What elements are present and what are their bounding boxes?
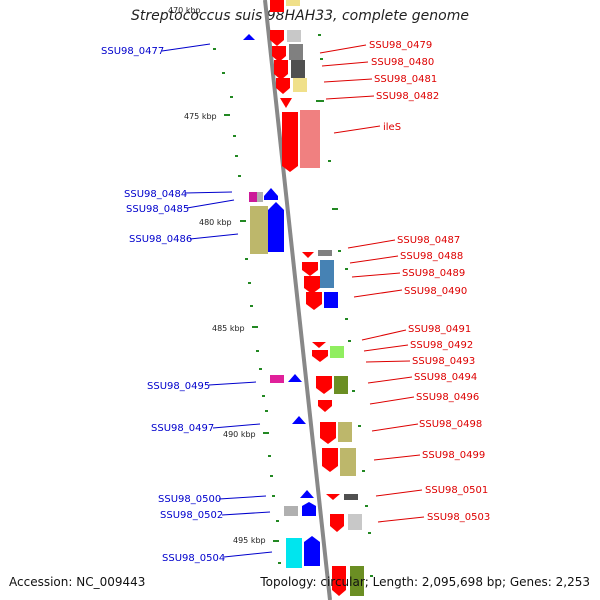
gene-label[interactable]: SSU98_0497 <box>151 423 214 434</box>
gene-label[interactable]: SSU98_0482 <box>376 91 439 102</box>
gene-label[interactable]: SSU98_0491 <box>408 324 471 335</box>
gene-label[interactable]: SSU98_0492 <box>410 340 473 351</box>
kbp-label: 490 kbp <box>223 430 256 439</box>
gene-label[interactable]: SSU98_0486 <box>129 234 192 245</box>
backbone-line <box>263 0 332 600</box>
gene-label[interactable]: SSU98_0487 <box>397 235 460 246</box>
kbp-label: 485 kbp <box>212 324 245 333</box>
gene-label[interactable]: SSU98_0498 <box>419 419 482 430</box>
topology-summary: Topology: circular; Length: 2,095,698 bp… <box>260 575 590 589</box>
left-leaders <box>161 43 273 558</box>
gene-label[interactable]: SSU98_0485 <box>126 204 189 215</box>
gene-label[interactable]: SSU98_0494 <box>414 372 477 383</box>
left-gene-labels: SSU98_0477 SSU98_0484 SSU98_0485 SSU98_0… <box>101 46 225 564</box>
gene-label[interactable]: SSU98_0489 <box>402 268 465 279</box>
gene-label[interactable]: SSU98_0502 <box>160 510 223 521</box>
accession-text: Accession: NC_009443 <box>9 575 146 589</box>
kbp-label: 480 kbp <box>199 218 232 227</box>
gene-label[interactable]: SSU98_0480 <box>371 57 434 68</box>
map-title: Streptococcus suis 98HAH33, complete gen… <box>131 8 469 24</box>
cog-blocks-right <box>286 0 364 596</box>
gene-label[interactable]: ileS <box>383 122 401 133</box>
gene-label[interactable]: SSU98_0503 <box>427 512 490 523</box>
kbp-label: 475 kbp <box>184 112 217 121</box>
gene-label[interactable]: SSU98_0493 <box>412 356 475 367</box>
right-gene-labels: SSU98_0479 SSU98_0480 SSU98_0481 SSU98_0… <box>369 40 490 523</box>
kbp-label: 495 kbp <box>233 536 266 545</box>
reverse-strand-genes <box>270 0 346 596</box>
kbp-label: 470 kbp <box>168 6 201 15</box>
gene-label[interactable]: SSU98_0500 <box>158 494 221 505</box>
gene-label[interactable]: SSU98_0490 <box>404 286 467 297</box>
gene-label[interactable]: SSU98_0496 <box>416 392 479 403</box>
forward-strand-genes <box>243 34 320 566</box>
gene-label[interactable]: SSU98_0479 <box>369 40 432 51</box>
gene-label[interactable]: SSU98_0504 <box>162 553 225 564</box>
gene-label[interactable]: SSU98_0484 <box>124 189 187 200</box>
gene-label[interactable]: SSU98_0501 <box>425 485 488 496</box>
cog-blocks-left <box>249 192 302 568</box>
gene-label[interactable]: SSU98_0481 <box>374 74 437 85</box>
gene-label[interactable]: SSU98_0488 <box>400 251 463 262</box>
gene-label[interactable]: SSU98_0477 <box>101 46 164 57</box>
right-leaders <box>319 44 425 523</box>
gc-content-marks <box>213 34 373 577</box>
kbp-ticks: 470 kbp 475 kbp 480 kbp 485 kbp 490 kbp … <box>168 6 266 545</box>
gene-label[interactable]: SSU98_0499 <box>422 450 485 461</box>
gene-label[interactable]: SSU98_0495 <box>147 381 210 392</box>
